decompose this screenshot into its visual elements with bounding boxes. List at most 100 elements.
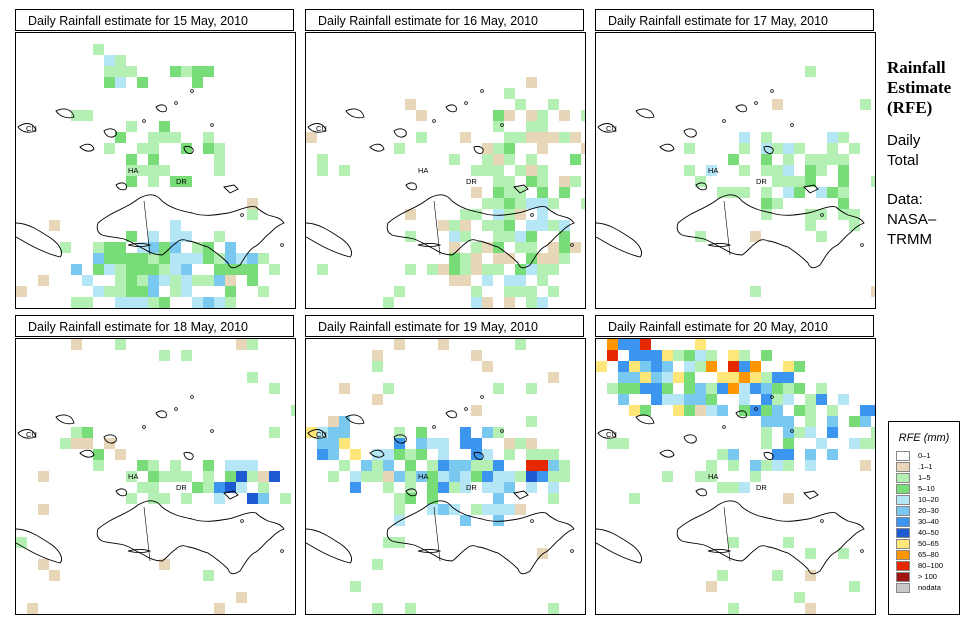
- rainfall-cell: [258, 286, 269, 297]
- rainfall-cell: [673, 350, 684, 361]
- rainfall-cell: [827, 187, 838, 198]
- rainfall-cell: [148, 132, 159, 143]
- rainfall-cell: [559, 231, 570, 242]
- rainfall-cell: [794, 592, 805, 603]
- rainfall-cell: [493, 460, 504, 471]
- rainfall-cell: [816, 231, 827, 242]
- border-line: [143, 200, 151, 256]
- rainfall-cell: [827, 614, 838, 615]
- rainfall-cell: [104, 242, 115, 253]
- island-dot: [530, 213, 534, 217]
- rainfall-cell: [438, 438, 449, 449]
- rainfall-cell: [339, 165, 350, 176]
- label-dr: DR: [176, 177, 187, 186]
- panel-title: Daily Rainfall estimate for 20 May, 2010: [595, 315, 874, 337]
- rainfall-cell: [772, 176, 783, 187]
- rainfall-cell: [482, 198, 493, 209]
- rainfall-cell: [361, 460, 372, 471]
- island-dot: [280, 243, 284, 247]
- coastline: [596, 104, 865, 269]
- rainfall-cell: [405, 493, 416, 504]
- rainfall-cell: [570, 154, 581, 165]
- rainfall-cell: [493, 493, 504, 504]
- island-dot: [174, 407, 178, 411]
- legend-swatch: [896, 506, 910, 516]
- rainfall-cell: [618, 438, 629, 449]
- rainfall-cell: [673, 405, 684, 416]
- rainfall-cell: [684, 350, 695, 361]
- legend-swatch: [896, 583, 910, 593]
- island-dot: [480, 89, 484, 93]
- legend-label: 10–20: [918, 495, 939, 504]
- legend-label: 5–10: [918, 484, 935, 493]
- rainfall-cell: [581, 198, 585, 209]
- rainfall-cell: [372, 350, 383, 361]
- rainfall-cell: [306, 427, 317, 438]
- rainfall-cell: [805, 165, 816, 176]
- rainfall-cell: [662, 372, 673, 383]
- rainfall-cell: [706, 581, 717, 592]
- rainfall-cell: [548, 99, 559, 110]
- rainfall-cell: [236, 471, 247, 482]
- label-ha: HA: [128, 472, 138, 481]
- rainfall-cell: [328, 416, 339, 427]
- rainfall-cell: [504, 482, 515, 493]
- rainfall-cell: [537, 471, 548, 482]
- island-dot: [770, 395, 774, 399]
- rainfall-cell: [115, 449, 126, 460]
- island-dot: [722, 119, 726, 123]
- rainfall-cell: [306, 132, 317, 143]
- rainfall-cell: [515, 339, 526, 350]
- rainfall-cell: [640, 339, 651, 350]
- rainfall-cell: [526, 77, 537, 88]
- period-line: Total: [887, 152, 919, 169]
- rainfall-cell: [280, 493, 291, 504]
- rainfall-cell: [805, 209, 816, 220]
- rainfall-cell: [805, 449, 816, 460]
- rainfall-cell: [159, 253, 170, 264]
- rainfall-cell: [504, 132, 515, 143]
- rainfall-cell: [350, 581, 361, 592]
- rainfall-map: CU HA DR: [595, 32, 876, 309]
- rainfall-cell: [526, 231, 537, 242]
- rainfall-cell: [548, 242, 559, 253]
- rainfall-cell: [805, 176, 816, 187]
- rainfall-cell: [170, 471, 181, 482]
- rainfall-cell: [148, 493, 159, 504]
- rainfall-cell: [728, 537, 739, 548]
- rainfall-cell: [93, 286, 104, 297]
- rainfall-cell: [717, 570, 728, 581]
- rainfall-cell: [493, 220, 504, 231]
- rainfall-cell: [104, 66, 115, 77]
- rainfall-cell: [515, 471, 526, 482]
- rainfall-cell: [137, 297, 148, 308]
- island-dot: [174, 101, 178, 105]
- rainfall-cell: [838, 176, 849, 187]
- rainfall-cell: [548, 493, 559, 504]
- rainfall-cell: [482, 154, 493, 165]
- rainfall-cell: [618, 383, 629, 394]
- rainfall-cell: [247, 253, 258, 264]
- rainfall-cell: [526, 220, 537, 231]
- island-dot: [190, 89, 194, 93]
- island-dot: [570, 549, 574, 553]
- rainfall-cell: [93, 253, 104, 264]
- rainfall-cell: [717, 482, 728, 493]
- rainfall-cell: [794, 176, 805, 187]
- rainfall-cell: [526, 176, 537, 187]
- rainfall-cell: [394, 504, 405, 515]
- rainfall-cell: [460, 253, 471, 264]
- rainfall-cell: [761, 394, 772, 405]
- rainfall-cell: [115, 297, 126, 308]
- rainfall-cell: [537, 121, 548, 132]
- rainfall-cell: [706, 165, 717, 176]
- rainfall-cell: [559, 471, 570, 482]
- rainfall-cell: [526, 110, 537, 121]
- rainfall-cell: [427, 493, 438, 504]
- label-dr: DR: [176, 483, 187, 492]
- rainfall-cell: [739, 394, 750, 405]
- rainfall-cell: [460, 264, 471, 275]
- rainfall-cell: [482, 460, 493, 471]
- rainfall-cell: [181, 286, 192, 297]
- rainfall-cell: [662, 361, 673, 372]
